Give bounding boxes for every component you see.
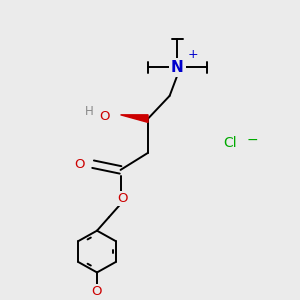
Text: N: N [171, 60, 184, 75]
Text: Cl: Cl [224, 136, 237, 150]
Text: O: O [117, 192, 128, 205]
Text: O: O [92, 285, 102, 298]
Text: O: O [100, 110, 110, 123]
Polygon shape [121, 115, 148, 122]
Text: H: H [85, 104, 94, 118]
Text: +: + [188, 48, 199, 61]
Text: −: − [246, 133, 258, 146]
Text: O: O [74, 158, 85, 171]
